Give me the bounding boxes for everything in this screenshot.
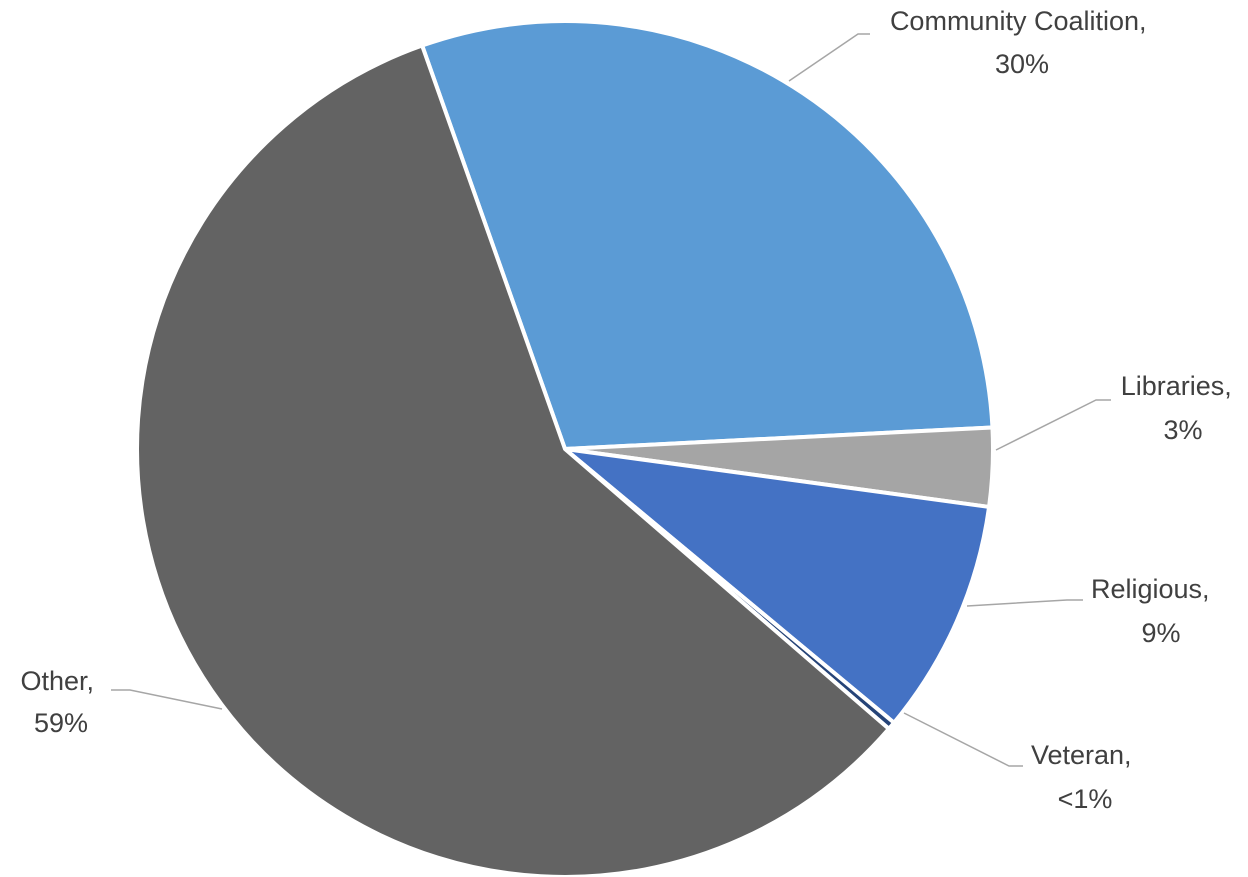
leader-line-religious [966,599,1083,607]
leader-line-community-coalition [788,33,870,82]
data-label-religious-value: 9% [1141,618,1180,648]
data-label-community-coalition-name: Community Coalition, [890,6,1147,36]
data-label-community-coalition-value: 30% [995,49,1049,79]
leader-lines [111,33,1111,767]
data-label-veteran-name: Veteran, [1031,740,1132,770]
data-label-other-value: 59% [34,708,88,738]
data-label-community-coalition: Community Coalition, 30% [890,6,1154,79]
pie-slices [135,19,995,877]
pie-slice-other [135,43,891,877]
leader-line-veteran [903,712,1023,767]
data-label-other-name: Other, [20,666,94,696]
data-label-libraries-name: Libraries, [1121,371,1232,401]
data-label-libraries: Libraries, 3% [1121,371,1240,445]
data-label-veteran-value: <1% [1058,784,1113,814]
data-label-libraries-value: 3% [1163,415,1202,445]
leader-line-other [111,689,223,710]
data-label-religious: Religious, 9% [1091,574,1217,648]
pie-slice-community-coalition [420,19,995,451]
data-labels: Community Coalition, 30% Libraries, 3% R… [20,6,1240,814]
data-label-religious-name: Religious, [1091,574,1210,604]
data-label-other: Other, 59% [20,666,101,738]
leader-line-libraries [995,399,1111,451]
pie-slice-religious [563,447,992,725]
data-label-veteran: Veteran, <1% [1031,740,1139,814]
